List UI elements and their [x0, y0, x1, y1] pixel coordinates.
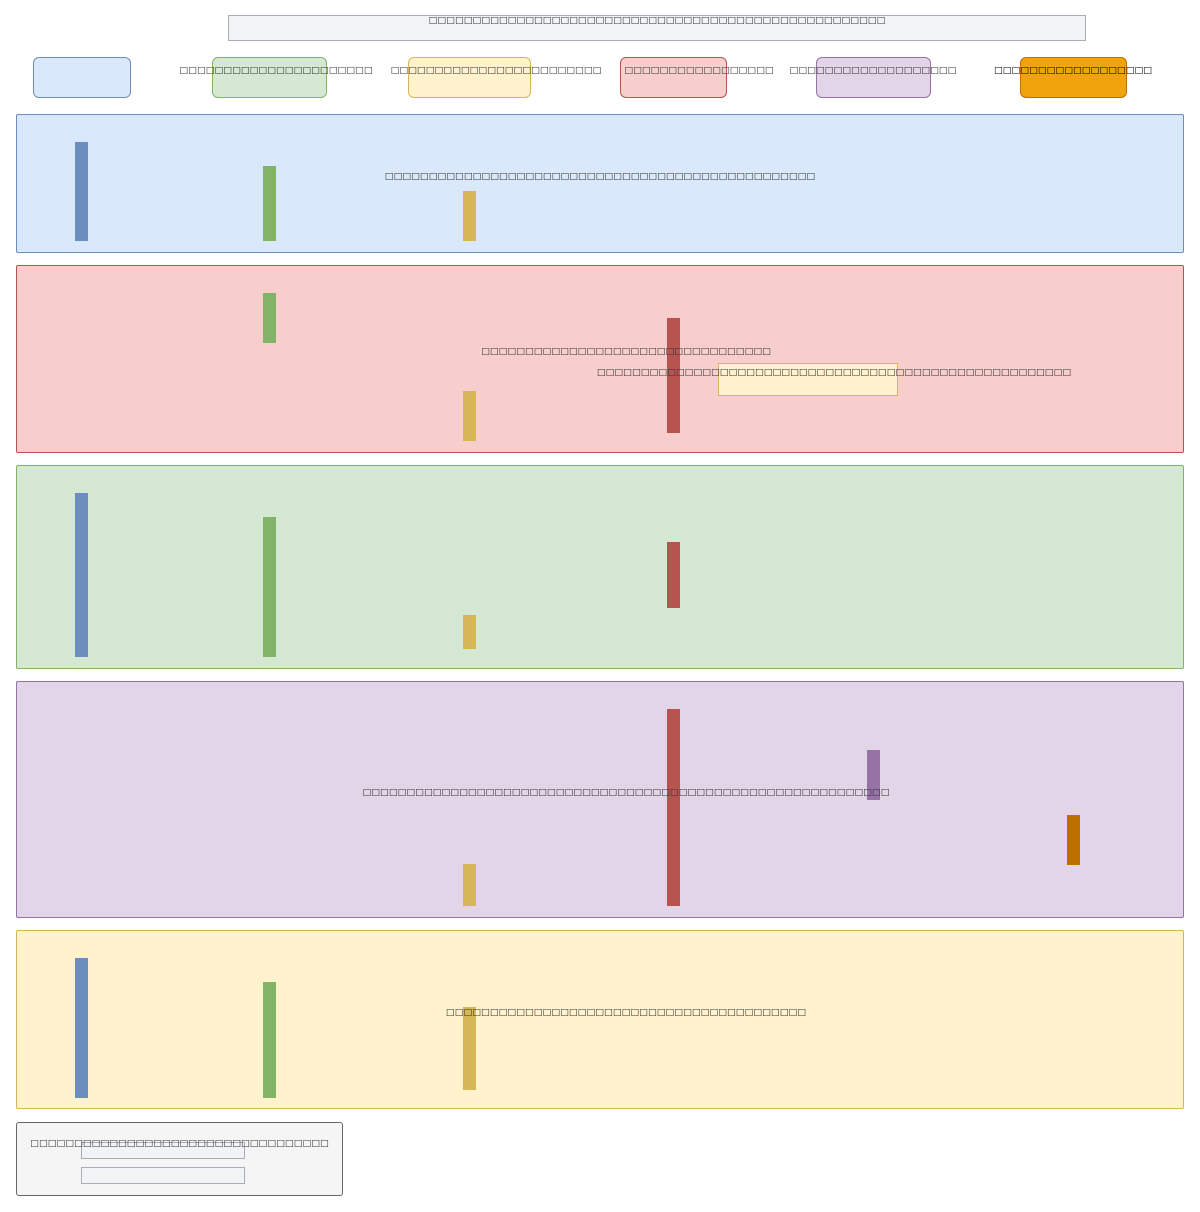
diagram-title: □□□□□□□□□□□□□□□□□□□□□□□□□□□□□□□□□□□□□□□□… — [428, 15, 886, 26]
legend-label-red: □□□□□□□□□□□□□□□□□ — [624, 65, 774, 76]
activation-bar — [463, 864, 476, 906]
legend-blue — [33, 57, 131, 98]
lane-2-note: □□□□□□□□□□□□□□□□□□□□□□□□□□□□□□□□□□□□□□□□… — [596, 367, 1072, 378]
footer-field — [81, 1167, 245, 1184]
legend-red — [620, 57, 727, 98]
activation-bar — [1067, 815, 1080, 865]
activation-bar — [263, 517, 276, 657]
lane-red — [16, 265, 1184, 453]
activation-bar — [75, 493, 88, 657]
footer-box — [16, 1122, 343, 1196]
legend-green — [212, 57, 327, 98]
activation-bar — [75, 142, 88, 241]
footer-field — [81, 1142, 245, 1159]
legend-purple — [816, 57, 931, 98]
footer-text: □□□□□□□□□□□□□□□□□□□□□□□□□□□□□□□□□□ — [30, 1138, 329, 1149]
legend-orange — [1020, 57, 1127, 98]
lane-purple — [16, 681, 1184, 918]
lane-5-message: □□□□□□□□□□□□□□□□□□□□□□□□□□□□□□□□□□□□□□□□… — [445, 1007, 807, 1018]
lane-2-message: □□□□□□□□□□□□□□□□□□□□□□□□□□□□□□□□□ — [481, 346, 771, 357]
activation-bar — [263, 166, 276, 241]
legend-label-orange: □□□□□□□□□□□□□□□□□□ — [993, 65, 1153, 76]
activation-bar — [463, 615, 476, 649]
activation-bar — [75, 958, 88, 1098]
activation-bar — [667, 709, 680, 906]
lane-green — [16, 465, 1184, 669]
legend-label-green: □□□□□□□□□□□□□□□□□□□□□□ — [179, 65, 373, 76]
activation-bar — [263, 982, 276, 1098]
diagram-title-box — [228, 15, 1086, 41]
activation-bar — [463, 1007, 476, 1090]
legend-label-yellow: □□□□□□□□□□□□□□□□□□□□□□□□ — [390, 65, 602, 76]
lane-yellow — [16, 930, 1184, 1109]
legend-yellow — [408, 57, 531, 98]
note-box — [718, 363, 898, 396]
activation-bar — [667, 542, 680, 608]
lane-4-message: □□□□□□□□□□□□□□□□□□□□□□□□□□□□□□□□□□□□□□□□… — [362, 787, 890, 798]
activation-bar — [263, 293, 276, 343]
activation-bar — [867, 750, 880, 800]
activation-bar — [463, 391, 476, 441]
legend-label-purple: □□□□□□□□□□□□□□□□□□□ — [789, 65, 957, 76]
activation-bar — [463, 191, 476, 241]
lane-blue — [16, 114, 1184, 253]
lane-1-message: □□□□□□□□□□□□□□□□□□□□□□□□□□□□□□□□□□□□□□□□… — [384, 171, 816, 182]
activation-bar — [667, 318, 680, 433]
